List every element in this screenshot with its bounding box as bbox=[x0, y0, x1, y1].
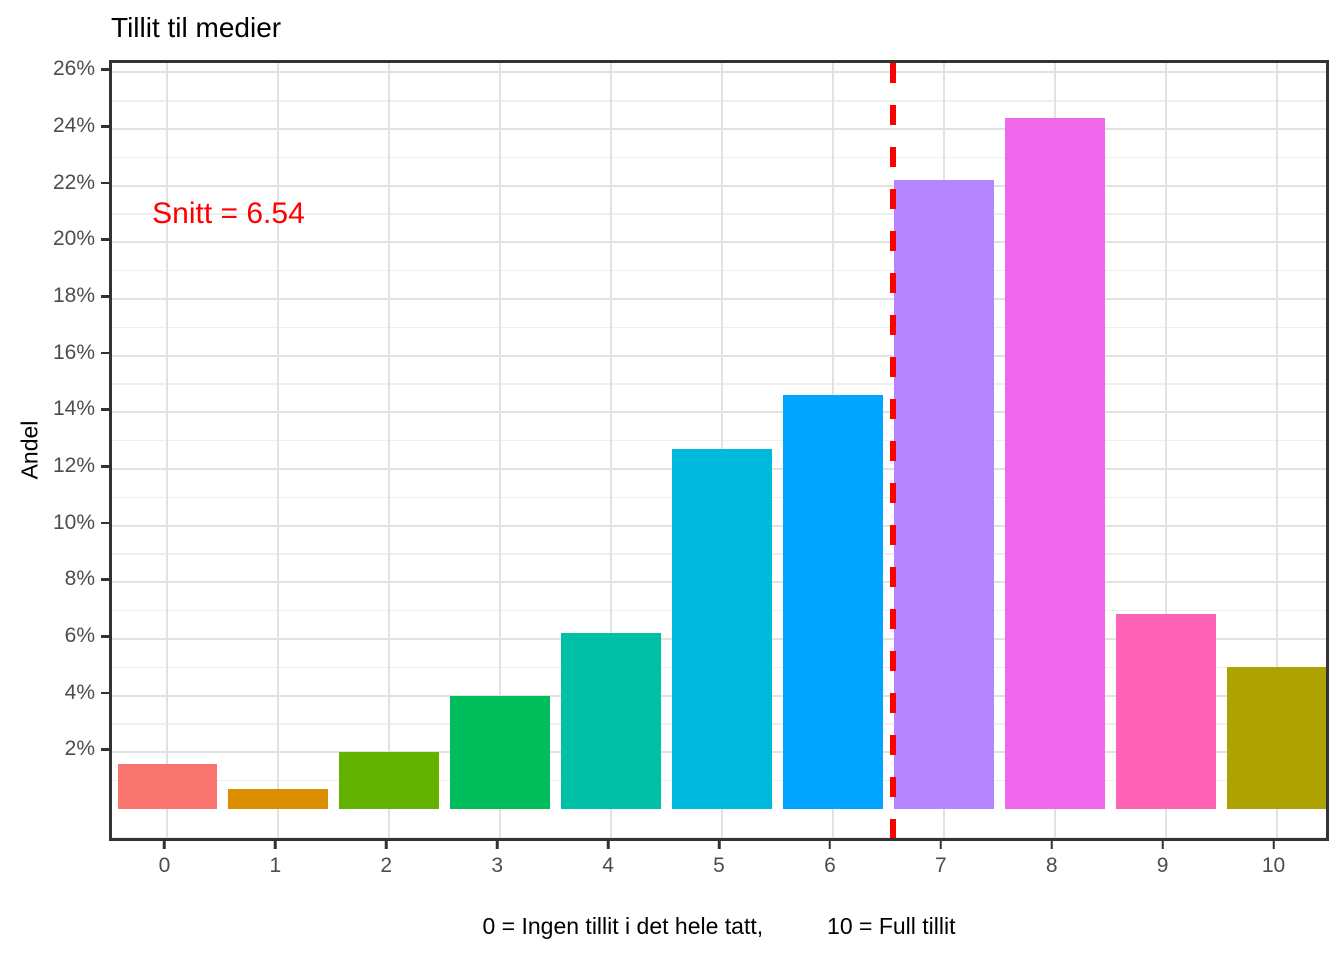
gridline-major-y bbox=[112, 184, 1326, 187]
y-tick-mark bbox=[101, 351, 109, 355]
y-tick-mark bbox=[101, 408, 109, 411]
gridline-major-x bbox=[610, 63, 613, 838]
y-tick-label: 20% bbox=[52, 227, 95, 251]
bar-1 bbox=[228, 789, 329, 809]
bar-5 bbox=[672, 449, 772, 809]
x-tick-mark bbox=[274, 841, 277, 849]
gridline-minor-y bbox=[112, 383, 1326, 385]
y-tick-mark bbox=[101, 691, 109, 695]
x-tick-label: 2 bbox=[380, 854, 393, 877]
gridline-minor-y bbox=[112, 836, 1326, 838]
y-tick-mark bbox=[101, 181, 109, 185]
bar-8 bbox=[1004, 117, 1105, 809]
y-tick-label: 2% bbox=[64, 737, 95, 761]
y-tick-mark bbox=[101, 238, 109, 241]
y-tick-mark bbox=[101, 748, 109, 751]
y-tick-label: 16% bbox=[52, 340, 95, 364]
x-tick-mark bbox=[163, 841, 166, 849]
gridline-major-y bbox=[112, 411, 1326, 414]
gridline-major-y bbox=[112, 241, 1326, 244]
y-tick-label: 18% bbox=[52, 284, 95, 308]
x-tick-mark bbox=[939, 841, 943, 849]
gridline-minor-y bbox=[112, 156, 1326, 159]
bar-4 bbox=[561, 633, 661, 809]
y-tick-label: 26% bbox=[52, 57, 95, 81]
plot-area: Snitt = 6.54 bbox=[112, 63, 1326, 838]
x-tick-label: 1 bbox=[269, 854, 282, 877]
x-tick-label: 10 bbox=[1261, 854, 1286, 877]
gridline-major-x bbox=[388, 63, 391, 838]
x-tick-mark bbox=[1161, 841, 1164, 849]
gridline-minor-y bbox=[112, 213, 1326, 215]
y-tick-mark bbox=[101, 125, 109, 128]
mean-annotation: Snitt = 6.54 bbox=[152, 197, 305, 231]
gridline-major-y bbox=[112, 298, 1326, 301]
y-tick-label: 14% bbox=[52, 397, 95, 421]
y-tick-mark bbox=[101, 465, 109, 468]
mean-line bbox=[889, 63, 896, 838]
x-tick-mark bbox=[1272, 841, 1275, 849]
y-tick-mark bbox=[101, 635, 109, 638]
y-tick-label: 12% bbox=[52, 454, 95, 478]
chart-title: Tillit til medier bbox=[111, 12, 282, 43]
gridline-major-x bbox=[499, 63, 502, 838]
x-tick-label: 6 bbox=[824, 854, 836, 877]
y-tick-label: 10% bbox=[52, 510, 95, 534]
gridline-major-y bbox=[112, 354, 1326, 357]
x-tick-label: 3 bbox=[491, 854, 504, 877]
plot-panel: Snitt = 6.54 bbox=[109, 60, 1329, 841]
y-tick-label: 8% bbox=[64, 567, 95, 591]
gridline-minor-y bbox=[112, 269, 1326, 272]
x-tick-mark bbox=[606, 841, 610, 849]
x-tick-mark bbox=[717, 841, 721, 849]
gridline-major-x bbox=[277, 63, 280, 838]
gridline-minor-y bbox=[112, 100, 1326, 102]
gridline-major-x bbox=[1275, 63, 1278, 838]
y-tick-mark bbox=[101, 68, 109, 71]
y-tick-mark bbox=[101, 578, 109, 581]
y-tick-mark bbox=[101, 521, 109, 525]
x-tick-label: 4 bbox=[602, 854, 614, 877]
x-tick-mark bbox=[828, 841, 832, 849]
y-tick-label: 22% bbox=[52, 170, 95, 194]
y-tick-label: 4% bbox=[64, 680, 95, 704]
x-tick-label: 5 bbox=[713, 854, 725, 877]
gridline-minor-y bbox=[112, 439, 1326, 442]
bar-3 bbox=[450, 695, 551, 809]
gridline-major-y bbox=[112, 71, 1326, 74]
x-tick-label: 0 bbox=[158, 854, 171, 877]
x-tick-mark bbox=[1050, 841, 1053, 849]
x-tick-label: 8 bbox=[1045, 854, 1058, 877]
x-tick-mark bbox=[495, 841, 499, 849]
gridline-major-y bbox=[112, 128, 1326, 131]
bar-2 bbox=[339, 752, 440, 809]
y-tick-label: 24% bbox=[52, 114, 95, 138]
gridline-major-x bbox=[1164, 63, 1167, 838]
gridline-minor-y bbox=[112, 326, 1326, 329]
x-tick-label: 7 bbox=[934, 854, 947, 877]
bar-10 bbox=[1226, 667, 1326, 809]
bar-9 bbox=[1115, 613, 1216, 809]
bar-0 bbox=[117, 763, 218, 809]
x-tick-mark bbox=[385, 841, 388, 849]
bar-6 bbox=[783, 395, 883, 809]
gridline-major-x bbox=[166, 63, 169, 838]
y-tick-label: 6% bbox=[64, 624, 95, 648]
bar-7 bbox=[893, 180, 994, 809]
x-tick-label: 9 bbox=[1156, 854, 1169, 877]
x-axis-title: 0 = Ingen tillit i det hele tatt, 10 = F… bbox=[482, 913, 956, 939]
y-tick-mark bbox=[101, 295, 109, 298]
